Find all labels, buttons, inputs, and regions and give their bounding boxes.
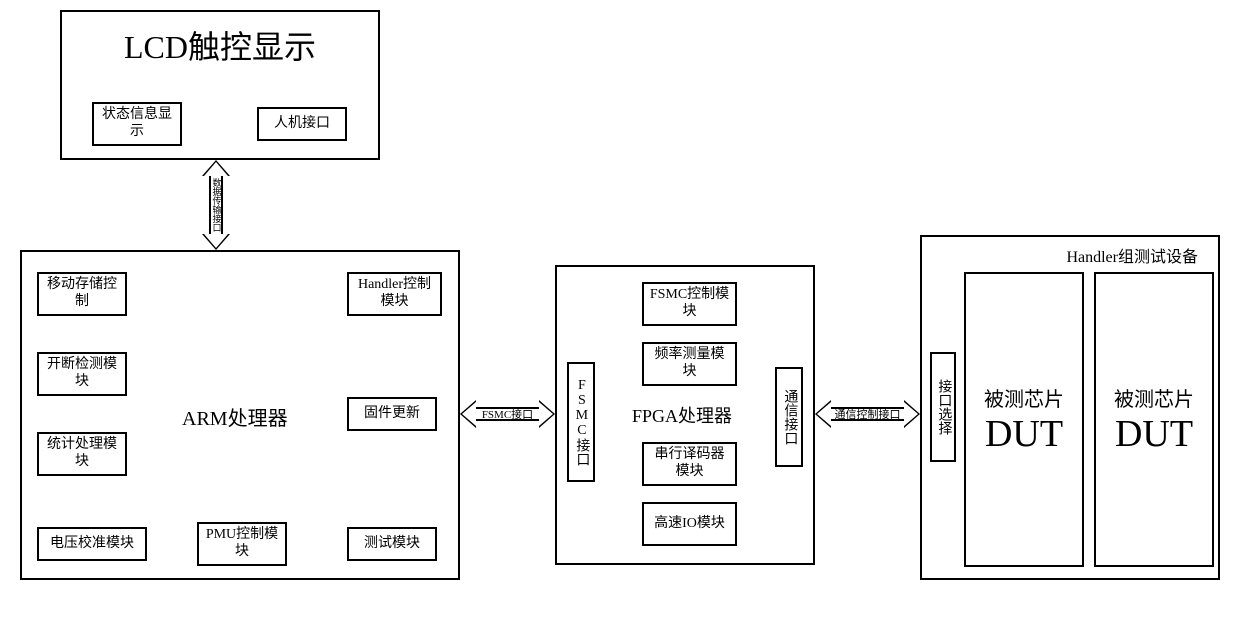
- arm-firmware-box: 固件更新: [347, 397, 437, 431]
- arm-openshort-label: 开断检测模块: [43, 357, 121, 391]
- fpga-freq-box: 频率测量模块: [642, 342, 737, 386]
- fpga-comm-if-label: 通信接口: [781, 389, 798, 445]
- arrow-fpga-handler: 通信控制接口: [815, 400, 920, 428]
- dut2-big: DUT: [1115, 412, 1193, 456]
- handler-block: Handler组测试设备 接口选择 被测芯片 DUT 被测芯片 DUT: [920, 235, 1220, 580]
- fpga-title: FPGA处理器: [632, 402, 732, 428]
- arm-storage-label: 移动存储控制: [43, 277, 121, 311]
- lcd-status-box: 状态信息显示: [92, 102, 182, 146]
- fpga-fsmcctrl-label: FSMC控制模块: [648, 287, 731, 321]
- arrow-lcd-arm: 数据传输接口: [202, 160, 230, 250]
- arm-pmu-label: PMU控制模块: [203, 527, 281, 561]
- arm-handlerctrl-box: Handler控制模块: [347, 272, 442, 316]
- arrow-arm-fpga-label: FSMC接口: [482, 406, 533, 422]
- dut1-big: DUT: [985, 412, 1063, 456]
- arm-voltage-label: 电压校准模块: [50, 536, 134, 553]
- arm-test-label: 测试模块: [364, 536, 420, 553]
- dut2-label: 被测芯片: [1114, 383, 1194, 412]
- fpga-hsio-box: 高速IO模块: [642, 502, 737, 546]
- lcd-hmi-label: 人机接口: [274, 116, 330, 133]
- arm-block: ARM处理器 移动存储控制 开断检测模块 统计处理模块 电压校准模块 PMU控制…: [20, 250, 460, 580]
- arrow-fpga-handler-label: 通信控制接口: [835, 406, 901, 422]
- fpga-fsmcctrl-box: FSMC控制模块: [642, 282, 737, 326]
- lcd-title: LCD触控显示: [62, 22, 378, 68]
- fpga-serial-box: 串行译码器模块: [642, 442, 737, 486]
- fpga-serial-label: 串行译码器模块: [648, 447, 731, 481]
- arm-firmware-label: 固件更新: [364, 406, 420, 423]
- handler-title: Handler组测试设备: [1066, 243, 1198, 267]
- dut2-box: 被测芯片 DUT: [1094, 272, 1214, 567]
- arrow-arm-fpga: FSMC接口: [460, 400, 555, 428]
- dut1-box: 被测芯片 DUT: [964, 272, 1084, 567]
- dut1-label: 被测芯片: [984, 383, 1064, 412]
- lcd-block: LCD触控显示 状态信息显示 人机接口: [60, 10, 380, 160]
- arm-handlerctrl-label: Handler控制模块: [353, 277, 436, 311]
- arm-stats-box: 统计处理模块: [37, 432, 127, 476]
- arm-stats-label: 统计处理模块: [43, 437, 121, 471]
- arm-pmu-box: PMU控制模块: [197, 522, 287, 566]
- fpga-hsio-label: 高速IO模块: [654, 516, 725, 533]
- fpga-comm-if-box: 通信接口: [775, 367, 803, 467]
- lcd-status-label: 状态信息显示: [98, 107, 176, 141]
- handler-ifsel-label: 接口选择: [935, 379, 952, 435]
- arrow-lcd-arm-label: 数据传输接口: [212, 178, 221, 232]
- lcd-hmi-box: 人机接口: [257, 107, 347, 141]
- arm-title: ARM处理器: [182, 402, 288, 431]
- fpga-freq-label: 频率测量模块: [648, 347, 731, 381]
- fpga-block: FPGA处理器 FSMC接口 通信接口 FSMC控制模块 频率测量模块 串行译码…: [555, 265, 815, 565]
- arm-test-box: 测试模块: [347, 527, 437, 561]
- fpga-fsmc-if-label: FSMC接口: [573, 378, 590, 466]
- arm-storage-box: 移动存储控制: [37, 272, 127, 316]
- handler-ifsel-box: 接口选择: [930, 352, 956, 462]
- fpga-fsmc-if-box: FSMC接口: [567, 362, 595, 482]
- arm-voltage-box: 电压校准模块: [37, 527, 147, 561]
- arm-openshort-box: 开断检测模块: [37, 352, 127, 396]
